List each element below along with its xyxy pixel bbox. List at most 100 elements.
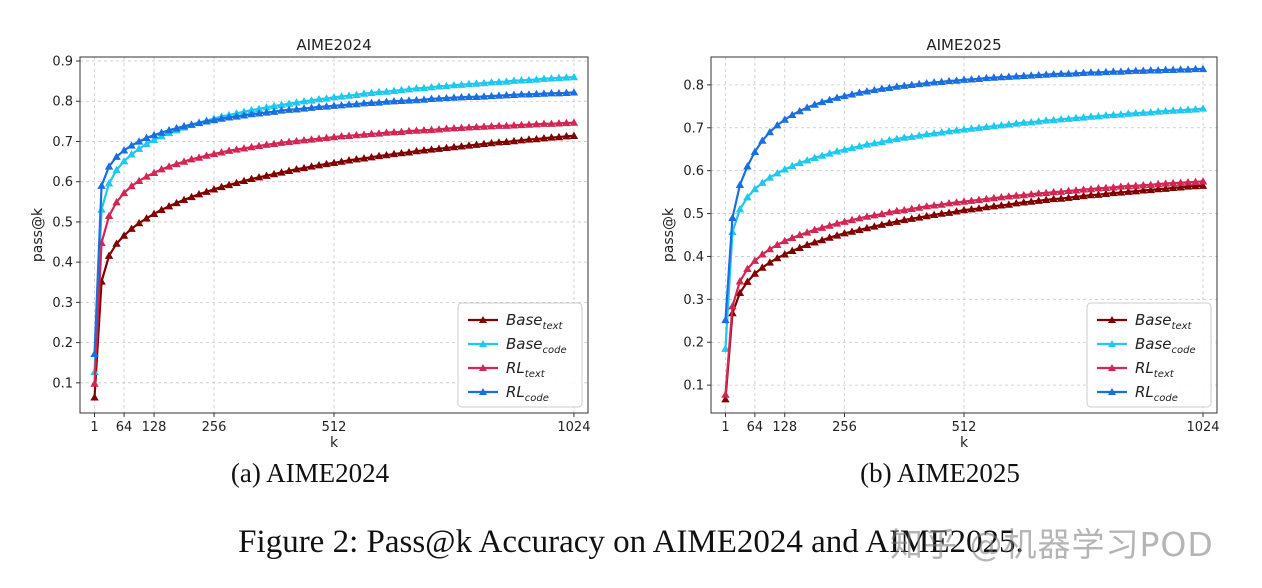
data-point-RL_code xyxy=(532,89,541,98)
data-point-Base_code xyxy=(337,92,346,100)
y-tick-label: 0.2 xyxy=(52,336,73,351)
data-point-Base_code xyxy=(847,143,857,152)
data-point-RL_text xyxy=(1109,183,1118,191)
subfigure-caption-left: (a) AIME2024 xyxy=(230,458,390,488)
data-point-Base_code xyxy=(517,76,526,84)
data-point-Base_code xyxy=(509,76,519,84)
data-point-Base_code xyxy=(967,124,976,132)
data-point-Base_text xyxy=(127,224,136,232)
x-tick-label: 128 xyxy=(142,420,167,435)
data-point-Base_code xyxy=(262,103,271,111)
data-point-RL_code xyxy=(427,94,436,102)
legend-label-base: RL xyxy=(1135,359,1154,377)
data-point-Base_text xyxy=(254,173,264,181)
data-point-RL_code xyxy=(509,90,519,98)
data-point-Base_code xyxy=(900,133,909,141)
data-point-RL_code xyxy=(1161,65,1170,74)
data-point-Base_text xyxy=(292,165,301,173)
data-point-Base_text xyxy=(277,168,286,176)
data-point-Base_code xyxy=(127,150,136,158)
data-point-Base_code xyxy=(494,77,504,86)
data-point-Base_text xyxy=(262,171,271,179)
data-point-RL_code xyxy=(1109,67,1118,75)
legend-label-base: RL xyxy=(506,383,525,401)
y-tick-label: 0.3 xyxy=(683,293,704,308)
data-point-RL_text xyxy=(750,256,760,264)
data-point-RL_code xyxy=(832,93,842,101)
data-point-Base_code xyxy=(569,72,579,81)
data-point-RL_text xyxy=(397,127,406,135)
data-point-Base_code xyxy=(554,73,564,82)
data-point-Base_code xyxy=(479,78,489,87)
data-point-Base_text xyxy=(773,253,782,262)
data-point-Base_code xyxy=(1094,111,1103,120)
data-point-RL_code xyxy=(142,133,151,142)
data-point-Base_text xyxy=(547,133,556,141)
data-point-RL_code xyxy=(1101,67,1111,76)
data-point-RL_text xyxy=(840,217,849,225)
data-point-Base_code xyxy=(1004,120,1014,128)
data-point-Base_code xyxy=(855,142,864,150)
data-point-Base_code xyxy=(344,91,354,99)
data-point-RL_text xyxy=(104,211,114,220)
data-point-RL_text xyxy=(419,126,429,134)
data-point-Base_text xyxy=(344,156,354,164)
data-point-Base_code xyxy=(314,95,324,103)
data-point-Base_text xyxy=(427,145,436,153)
data-point-RL_text xyxy=(937,200,946,208)
data-point-RL_code xyxy=(479,92,489,100)
data-point-RL_text xyxy=(217,148,226,156)
legend-label: RLtext xyxy=(506,359,546,380)
x-tick-label: 1024 xyxy=(1186,420,1219,435)
data-point-RL_text xyxy=(907,204,916,212)
data-point-RL_code xyxy=(194,118,204,127)
data-point-RL_code xyxy=(284,105,294,113)
data-point-RL_code xyxy=(209,115,219,124)
data-point-RL_code xyxy=(299,104,309,112)
data-point-RL_text xyxy=(1153,179,1163,188)
legend-marker xyxy=(1108,364,1116,371)
data-point-RL_text xyxy=(1191,177,1200,185)
data-point-Base_code xyxy=(374,87,384,96)
data-point-Base_text xyxy=(825,233,834,241)
data-point-RL_text xyxy=(412,126,421,134)
data-point-Base_code xyxy=(472,79,481,87)
data-point-Base_text xyxy=(464,141,474,149)
data-point-RL_text xyxy=(1019,190,1028,199)
data-point-RL_text xyxy=(1064,186,1073,194)
data-point-RL_code xyxy=(397,96,406,104)
data-point-Base_code xyxy=(832,147,842,155)
chart-title: AIME2025 xyxy=(926,36,1001,54)
data-point-Base_text xyxy=(1064,193,1073,201)
data-point-RL_text xyxy=(1101,183,1111,191)
data-point-Base_text xyxy=(374,151,384,160)
data-point-RL_text xyxy=(134,176,144,185)
data-point-Base_code xyxy=(532,75,541,83)
data-point-Base_text xyxy=(187,192,196,201)
data-point-Base_code xyxy=(1153,107,1163,115)
legend-label-subscript: code xyxy=(525,393,549,404)
data-point-RL_code xyxy=(232,112,241,120)
data-point-Base_code xyxy=(870,139,879,147)
data-point-Base_code xyxy=(359,89,369,97)
data-point-RL_text xyxy=(232,145,241,153)
data-point-RL_text xyxy=(539,119,549,127)
data-point-RL_code xyxy=(164,126,174,134)
data-point-RL_text xyxy=(914,203,924,211)
data-point-RL_text xyxy=(1012,191,1021,199)
data-point-Base_code xyxy=(142,139,151,148)
data-point-Base_text xyxy=(307,162,316,170)
data-point-Base_text xyxy=(1191,181,1200,190)
legend-label: RLcode xyxy=(506,383,549,404)
data-point-RL_code xyxy=(487,91,496,100)
data-point-RL_text xyxy=(1094,184,1103,192)
data-point-Base_text xyxy=(900,215,909,224)
data-point-Base_text xyxy=(1049,194,1058,203)
data-point-RL_text xyxy=(1198,177,1208,185)
data-point-RL_text xyxy=(562,118,571,127)
data-point-RL_code xyxy=(247,109,256,118)
legend-label-base: Base xyxy=(1135,311,1172,329)
data-point-Base_text xyxy=(502,137,511,146)
y-tick-label: 0.3 xyxy=(52,296,73,311)
